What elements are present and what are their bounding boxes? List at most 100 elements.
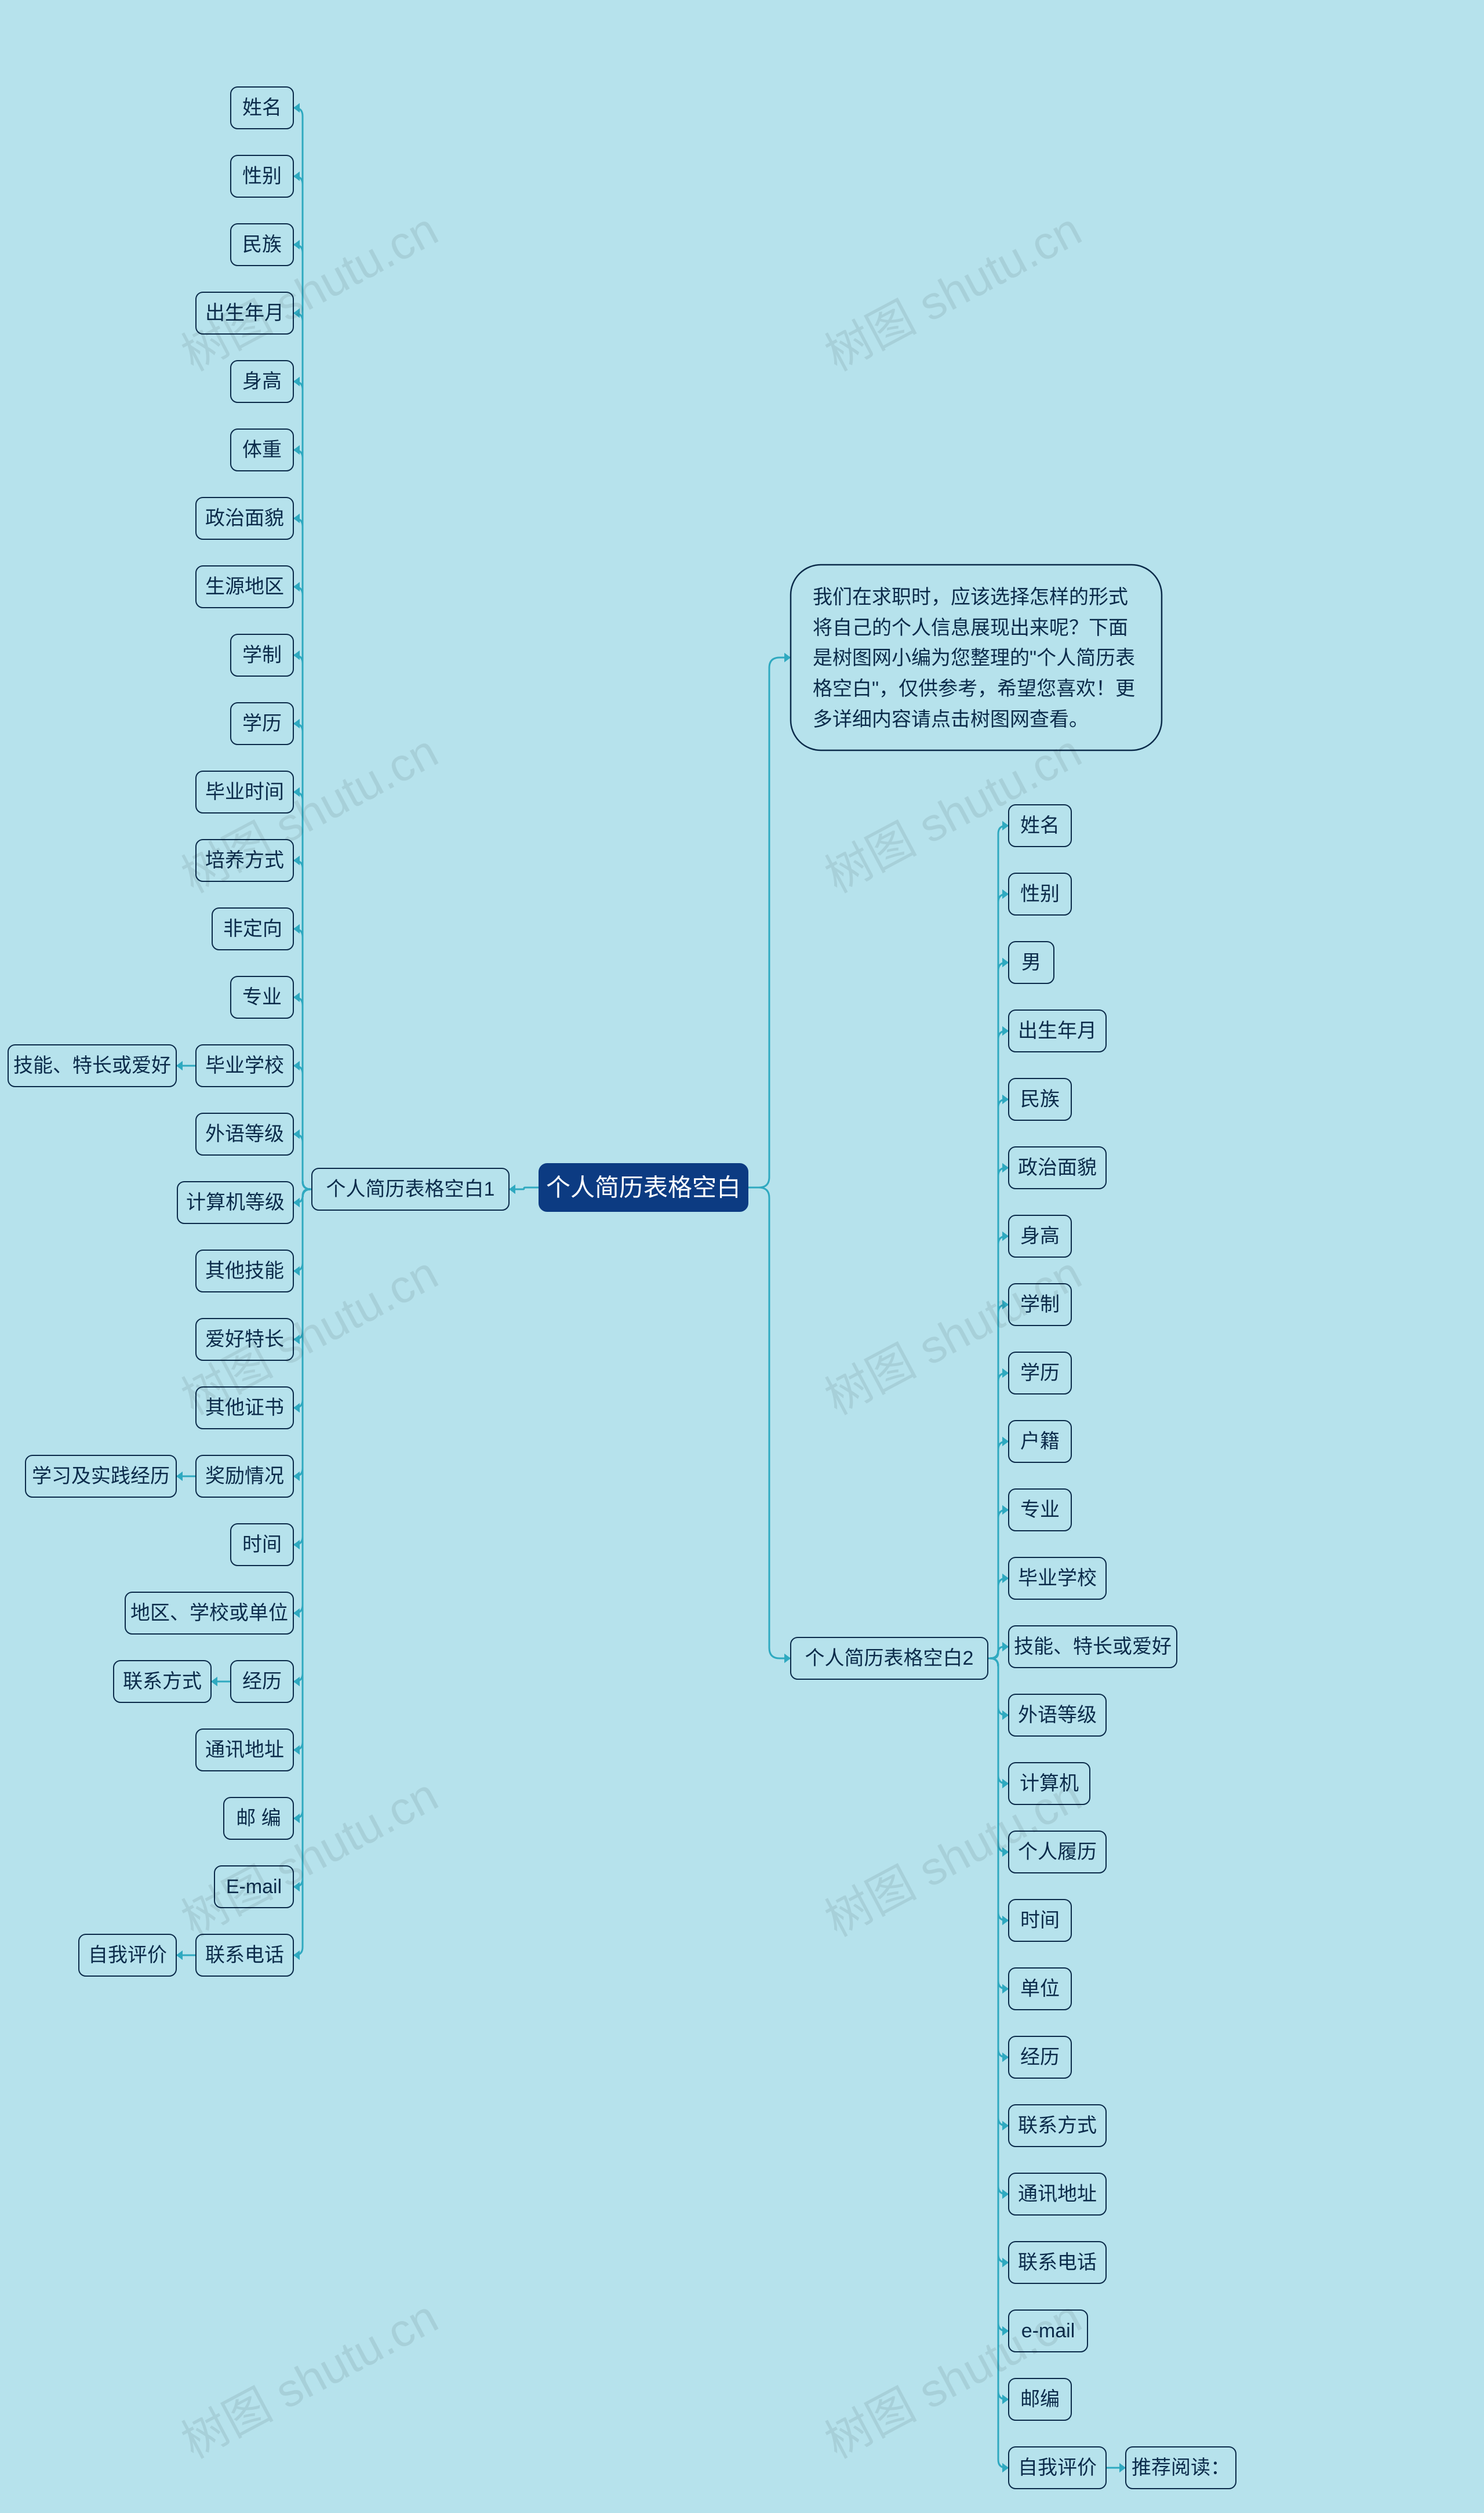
right-child-10[interactable]: 专业 [1009,1489,1071,1531]
right-child-1-label: 性别 [1020,883,1060,905]
left-child-25[interactable]: 邮 编 [224,1797,293,1839]
left-child-19[interactable]: 其他证书 [196,1387,293,1429]
left-child-19-label: 其他证书 [205,1397,284,1419]
right-child-3[interactable]: 出生年月 [1009,1010,1106,1052]
right-child-13[interactable]: 外语等级 [1009,1694,1106,1736]
right-branch-node[interactable]: 个人简历表格空白2 [791,1637,988,1679]
left-child-7[interactable]: 生源地区 [196,566,293,608]
right-child-0[interactable]: 姓名 [1009,805,1071,847]
left-child-22-label: 地区、学校或单位 [130,1602,288,1624]
right-child-0-label: 姓名 [1020,815,1060,837]
right-child-12[interactable]: 技能、特长或爱好 [1009,1626,1177,1668]
left-child-4-label: 身高 [242,371,282,393]
left-child-10-label: 毕业时间 [205,781,284,803]
left-child-9-label: 学历 [242,713,282,735]
left-child-15-label: 外语等级 [205,1123,284,1145]
right-child-4[interactable]: 民族 [1009,1078,1071,1120]
right-child-2[interactable]: 男 [1009,942,1054,983]
right-child-21[interactable]: 联系电话 [1009,2242,1106,2283]
left-grandchild-14[interactable]: 技能、特长或爱好 [8,1045,176,1087]
left-child-14[interactable]: 毕业学校 [196,1045,293,1087]
left-child-4[interactable]: 身高 [231,361,293,402]
right-child-17[interactable]: 单位 [1009,1968,1071,2010]
left-grandchild-20[interactable]: 学习及实践经历 [26,1455,176,1497]
right-child-8[interactable]: 学历 [1009,1352,1071,1394]
right-child-11[interactable]: 毕业学校 [1009,1557,1106,1599]
left-child-13[interactable]: 专业 [231,976,293,1018]
left-child-17[interactable]: 其他技能 [196,1250,293,1292]
left-child-24[interactable]: 通讯地址 [196,1729,293,1771]
left-child-15[interactable]: 外语等级 [196,1113,293,1155]
left-grandchild-20-label: 学习及实践经历 [32,1465,170,1487]
right-child-20-label: 通讯地址 [1018,2183,1097,2205]
left-child-6-label: 政治面貌 [205,507,284,529]
left-grandchild-27-label: 自我评价 [88,1944,167,1966]
right-child-17-label: 单位 [1020,1978,1060,2000]
left-child-14-label: 毕业学校 [205,1055,284,1077]
right-child-16[interactable]: 时间 [1009,1900,1071,1941]
left-child-16[interactable]: 计算机等级 [177,1182,293,1223]
right-child-19-label: 联系方式 [1018,2115,1097,2137]
root-node[interactable]: 个人简历表格空白 [539,1164,748,1211]
right-child-15[interactable]: 个人履历 [1009,1831,1106,1873]
right-child-14[interactable]: 计算机 [1009,1763,1090,1804]
right-child-21-label: 联系电话 [1018,2251,1097,2274]
left-child-5-label: 体重 [242,439,282,461]
right-child-1[interactable]: 性别 [1009,873,1071,915]
left-child-7-label: 生源地区 [205,576,284,598]
left-child-0[interactable]: 姓名 [231,87,293,129]
right-child-6[interactable]: 身高 [1009,1215,1071,1257]
left-child-1[interactable]: 性别 [231,155,293,197]
right-grandchild-24[interactable]: 推荐阅读： [1126,2447,1236,2489]
description-node[interactable]: 我们在求职时，应该选择怎样的形式将自己的个人信息展现出来呢？下面是树图网小编为您… [791,565,1162,750]
left-child-5[interactable]: 体重 [231,429,293,471]
right-child-5[interactable]: 政治面貌 [1009,1147,1106,1189]
left-child-9[interactable]: 学历 [231,703,293,745]
left-child-10[interactable]: 毕业时间 [196,771,293,813]
right-child-19[interactable]: 联系方式 [1009,2105,1106,2147]
right-child-6-label: 身高 [1020,1225,1060,1247]
left-child-23[interactable]: 经历 [231,1661,293,1702]
left-child-26[interactable]: E-mail [214,1866,293,1908]
left-child-22[interactable]: 地区、学校或单位 [125,1592,293,1634]
left-child-3[interactable]: 出生年月 [196,292,293,334]
left-child-18-label: 爱好特长 [205,1328,284,1350]
left-child-21-label: 时间 [242,1534,282,1556]
left-branch-node[interactable]: 个人简历表格空白1 [312,1168,509,1210]
right-child-8-label: 学历 [1020,1362,1060,1384]
edges-layer [176,103,1126,2473]
left-child-25-label: 邮 编 [236,1807,281,1829]
left-child-27-label: 联系电话 [205,1944,284,1966]
mindmap-canvas: 个人简历表格空白 我们在求职时，应该选择怎样的形式将自己的个人信息展现出来呢？下面… [0,0,1484,2513]
left-child-23-label: 经历 [242,1671,282,1693]
right-child-7[interactable]: 学制 [1009,1284,1071,1326]
left-child-6[interactable]: 政治面貌 [196,497,293,539]
right-child-9[interactable]: 户籍 [1009,1421,1071,1462]
left-child-20[interactable]: 奖励情况 [196,1455,293,1497]
right-child-5-label: 政治面貌 [1018,1157,1097,1179]
right-child-24[interactable]: 自我评价 [1009,2447,1106,2489]
right-child-15-label: 个人履历 [1018,1841,1097,1863]
left-grandchild-27[interactable]: 自我评价 [79,1934,176,1976]
right-child-23[interactable]: 邮编 [1009,2378,1071,2420]
right-child-18[interactable]: 经历 [1009,2036,1071,2078]
left-grandchild-23[interactable]: 联系方式 [114,1661,211,1702]
left-child-13-label: 专业 [242,986,282,1008]
nodes-layer: 个人简历表格空白 我们在求职时，应该选择怎样的形式将自己的个人信息展现出来呢？下面… [8,87,1236,2489]
right-child-14-label: 计算机 [1020,1773,1079,1795]
left-child-24-label: 通讯地址 [205,1739,284,1761]
right-child-22[interactable]: e-mail [1009,2310,1087,2352]
right-child-12-label: 技能、特长或爱好 [1014,1636,1172,1658]
left-child-11[interactable]: 培养方式 [196,840,293,881]
root-node-label: 个人简历表格空白 [546,1174,741,1201]
left-child-18[interactable]: 爱好特长 [196,1319,293,1360]
left-child-12[interactable]: 非定向 [212,908,293,950]
left-child-8[interactable]: 学制 [231,634,293,676]
left-child-27[interactable]: 联系电话 [196,1934,293,1976]
left-child-2[interactable]: 民族 [231,224,293,266]
left-child-8-label: 学制 [242,644,282,666]
left-child-21[interactable]: 时间 [231,1524,293,1566]
right-child-20[interactable]: 通讯地址 [1009,2173,1106,2215]
left-grandchild-23-label: 联系方式 [123,1671,202,1693]
right-child-11-label: 毕业学校 [1018,1567,1097,1589]
